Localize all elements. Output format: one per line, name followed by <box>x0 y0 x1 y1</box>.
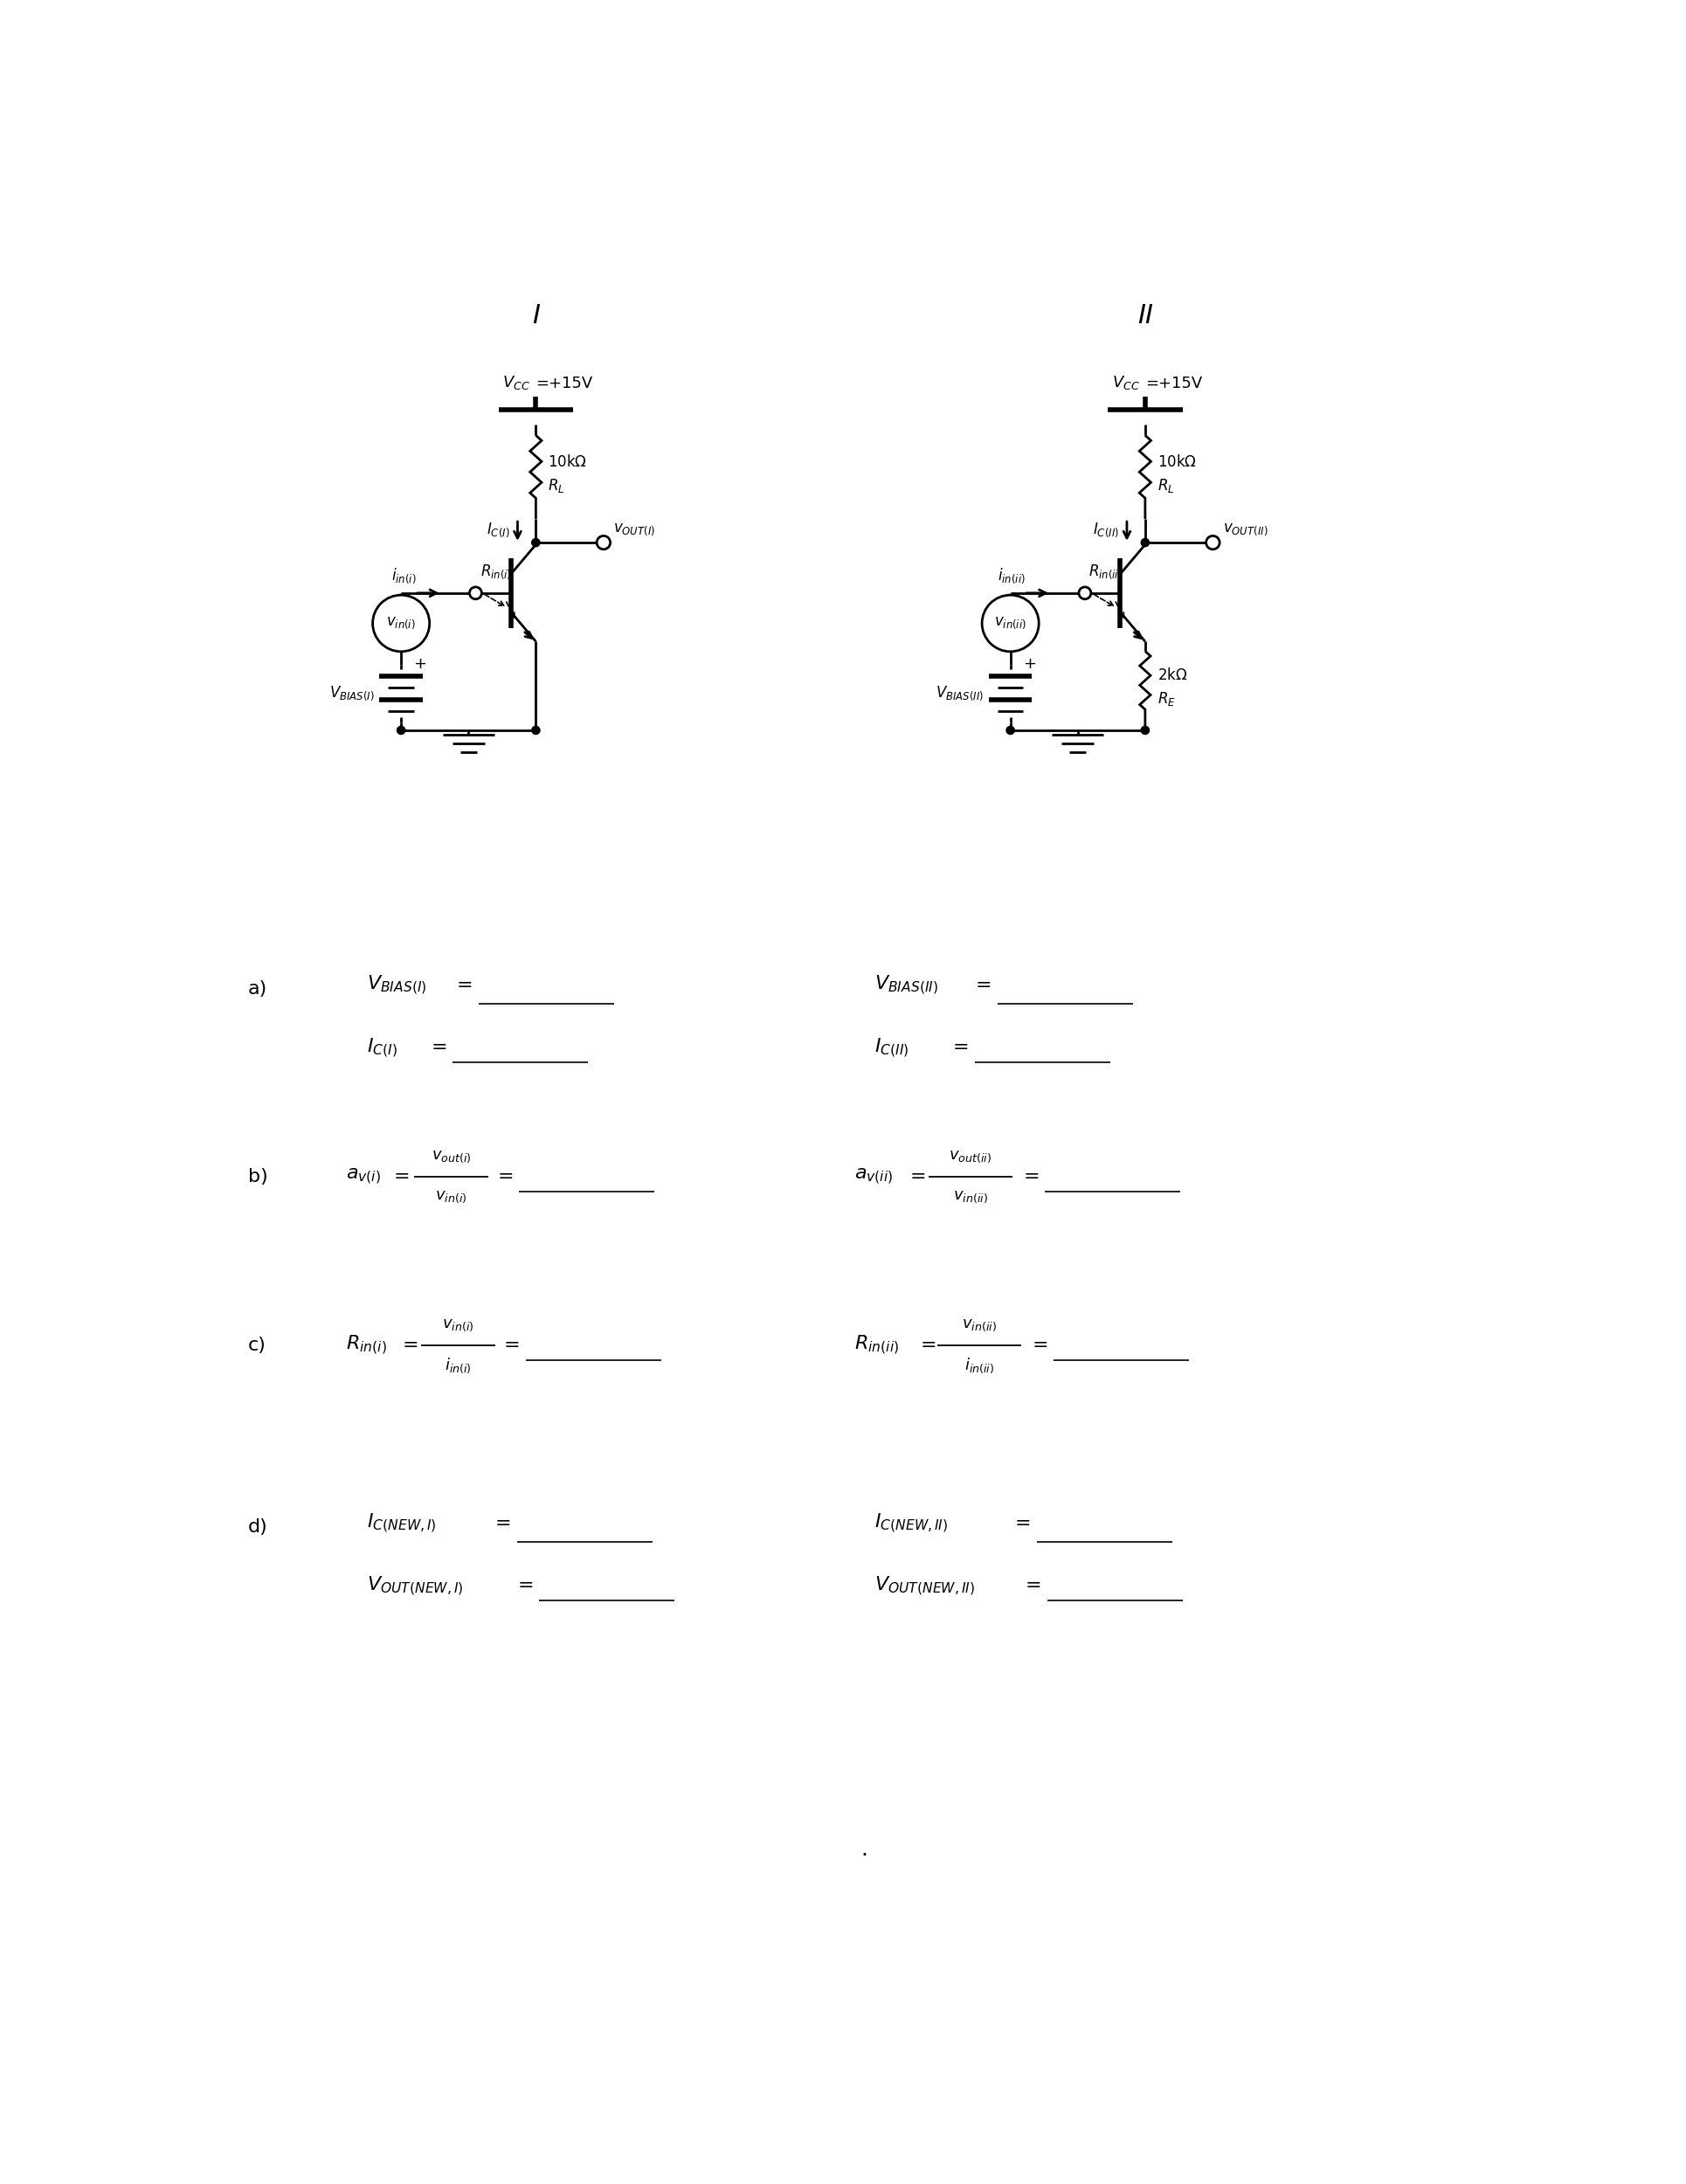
Text: =: = <box>1025 1577 1040 1594</box>
Text: $I_{C(II)}$: $I_{C(II)}$ <box>1093 520 1118 539</box>
Text: $I_{C(II)}$: $I_{C(II)}$ <box>873 1035 909 1059</box>
Text: =: = <box>1015 1516 1030 1533</box>
Text: $v_{in(ii)}$: $v_{in(ii)}$ <box>953 1190 988 1206</box>
Circle shape <box>1140 539 1148 546</box>
Text: =: = <box>1032 1337 1047 1354</box>
Text: $V_{CC}$: $V_{CC}$ <box>502 373 529 391</box>
Text: $V_{BIAS(I)}$: $V_{BIAS(I)}$ <box>366 974 427 996</box>
Text: =: = <box>504 1337 519 1354</box>
Text: =: = <box>953 1040 969 1057</box>
Text: $v_{in(i)}$: $v_{in(i)}$ <box>442 1317 474 1332</box>
Text: =: = <box>393 1168 410 1186</box>
Text: =: = <box>496 1516 511 1533</box>
Text: $V_{CC}$: $V_{CC}$ <box>1111 373 1140 391</box>
Text: I: I <box>531 304 540 328</box>
Circle shape <box>469 587 482 598</box>
Text: $R_E$: $R_E$ <box>1157 690 1175 708</box>
Text: $V_{BIAS(II)}$: $V_{BIAS(II)}$ <box>873 974 937 996</box>
Circle shape <box>531 727 540 734</box>
Text: $i_{in(ii)}$: $i_{in(ii)}$ <box>964 1356 993 1374</box>
Circle shape <box>1205 535 1219 550</box>
Text: $V_{BIAS(II)}$: $V_{BIAS(II)}$ <box>934 684 983 703</box>
Text: =: = <box>430 1040 447 1057</box>
Text: II: II <box>1136 304 1153 328</box>
Text: +: + <box>1022 655 1035 670</box>
Text: $R_{in(ii)}$: $R_{in(ii)}$ <box>853 1334 899 1356</box>
Circle shape <box>1140 727 1148 734</box>
Circle shape <box>531 539 540 546</box>
Text: $v_{out(i)}$: $v_{out(i)}$ <box>432 1149 470 1164</box>
Text: b): b) <box>248 1168 268 1186</box>
Text: $v_{OUT(II)}$: $v_{OUT(II)}$ <box>1222 522 1268 537</box>
Text: $v_{in(ii)}$: $v_{in(ii)}$ <box>993 616 1027 631</box>
Text: =: = <box>457 976 472 994</box>
Text: $v_{OUT(I)}$: $v_{OUT(I)}$ <box>614 522 656 537</box>
Text: $I_{C(NEW,I)}$: $I_{C(NEW,I)}$ <box>366 1511 437 1535</box>
Circle shape <box>1079 587 1091 598</box>
Text: $v_{in(ii)}$: $v_{in(ii)}$ <box>961 1317 996 1332</box>
Text: $R_L$: $R_L$ <box>548 476 565 494</box>
Text: =+15V: =+15V <box>536 376 592 391</box>
Text: $R_{in(ii)}$: $R_{in(ii)}$ <box>1087 563 1121 581</box>
Text: 10k$\Omega$: 10k$\Omega$ <box>1157 454 1195 470</box>
Text: =: = <box>976 976 991 994</box>
Text: $a_{v(ii)}$: $a_{v(ii)}$ <box>853 1166 892 1186</box>
Text: =: = <box>910 1168 926 1186</box>
Text: $v_{in(i)}$: $v_{in(i)}$ <box>386 616 416 631</box>
Text: $I_{C(I)}$: $I_{C(I)}$ <box>366 1035 396 1059</box>
Text: $i_{in(ii)}$: $i_{in(ii)}$ <box>996 566 1025 585</box>
Text: .: . <box>860 1839 867 1861</box>
Text: $R_{in(i)}$: $R_{in(i)}$ <box>346 1334 386 1356</box>
Text: c): c) <box>248 1337 266 1354</box>
Text: $R_L$: $R_L$ <box>1157 476 1173 494</box>
Circle shape <box>597 535 610 550</box>
Text: $I_{C(I)}$: $I_{C(I)}$ <box>486 520 509 539</box>
Text: 2k$\Omega$: 2k$\Omega$ <box>1157 668 1187 684</box>
Text: $i_{in(i)}$: $i_{in(i)}$ <box>391 566 416 585</box>
Text: a): a) <box>248 981 268 998</box>
Text: =: = <box>921 1337 936 1354</box>
Circle shape <box>396 727 405 734</box>
Text: d): d) <box>248 1518 268 1535</box>
Text: $v_{out(ii)}$: $v_{out(ii)}$ <box>949 1149 991 1164</box>
Text: =: = <box>497 1168 513 1186</box>
Text: =: = <box>403 1337 418 1354</box>
Text: $V_{OUT(NEW,II)}$: $V_{OUT(NEW,II)}$ <box>873 1575 975 1597</box>
Text: +: + <box>413 655 427 670</box>
Text: $a_{v(i)}$: $a_{v(i)}$ <box>346 1166 381 1186</box>
Text: =: = <box>518 1577 533 1594</box>
Text: =: = <box>1023 1168 1039 1186</box>
Text: $i_{in(i)}$: $i_{in(i)}$ <box>445 1356 470 1374</box>
Text: =+15V: =+15V <box>1145 376 1202 391</box>
Text: 10k$\Omega$: 10k$\Omega$ <box>548 454 587 470</box>
Text: $R_{in(i)}$: $R_{in(i)}$ <box>481 563 511 581</box>
Circle shape <box>1007 727 1013 734</box>
Text: $V_{BIAS(I)}$: $V_{BIAS(I)}$ <box>329 684 374 703</box>
Text: $v_{in(i)}$: $v_{in(i)}$ <box>435 1190 467 1206</box>
Text: $V_{OUT(NEW,I)}$: $V_{OUT(NEW,I)}$ <box>366 1575 464 1597</box>
Text: $I_{C(NEW,II)}$: $I_{C(NEW,II)}$ <box>873 1511 948 1535</box>
